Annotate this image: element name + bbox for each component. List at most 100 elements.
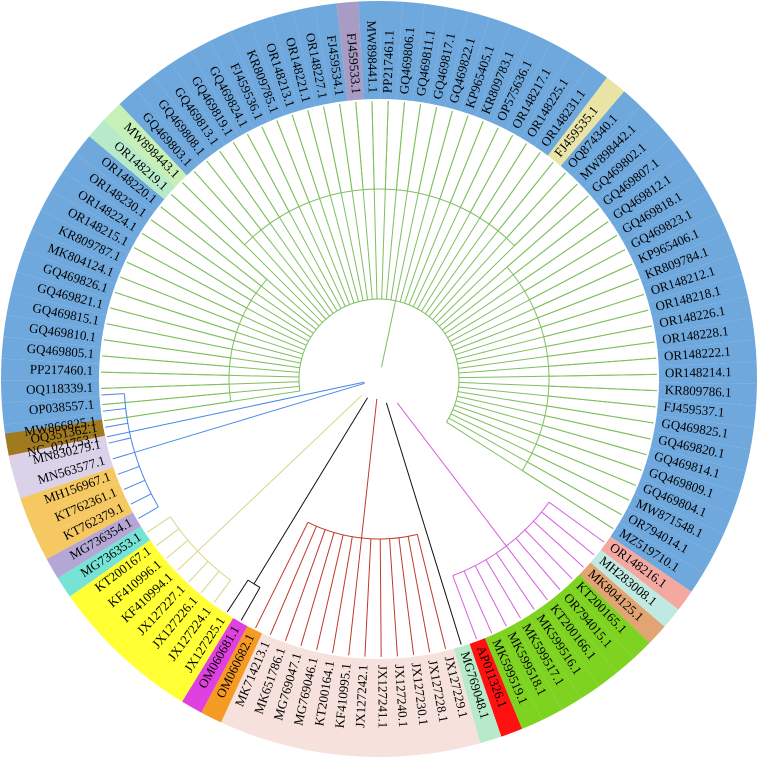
green-sub-branch: [512, 208, 599, 276]
green-sub-branch: [110, 307, 235, 342]
tip-label: OQ118339.1: [26, 380, 94, 397]
red-clade-branch: [300, 532, 335, 646]
khaki-clade-branch: [146, 516, 171, 533]
green-sub-branch: [141, 233, 252, 301]
tip-label: FJ459533.1: [344, 32, 364, 94]
clade-band: [572, 106, 657, 189]
clade-band: [1, 336, 101, 364]
clade-band: [579, 562, 665, 644]
green-sub-branch: [246, 133, 290, 212]
green-sub-branch: [193, 170, 254, 238]
red-clade-branch: [364, 538, 372, 657]
red-clade-branch: [416, 534, 447, 650]
khaki-clade-branch: [200, 570, 220, 593]
green-sub-branch: [101, 371, 230, 376]
clade-band: [221, 633, 278, 732]
green-sub-branch: [291, 114, 321, 199]
magenta-clade-branch: [515, 537, 561, 591]
clade-band: [31, 210, 129, 269]
clade-band: [520, 52, 590, 147]
clade-band: [590, 549, 679, 627]
green-sub-branch: [261, 126, 300, 207]
clade-band: [336, 1, 364, 101]
magenta-clade-branch: [541, 511, 595, 556]
green-sub-branch: [497, 161, 554, 232]
clade-band: [658, 382, 757, 406]
tip-label: KR809786.1: [664, 382, 731, 400]
khaki-clade-branch: [166, 539, 189, 559]
green-sub-branch: [417, 106, 438, 194]
clade-band: [16, 250, 116, 300]
green-sub-branch: [103, 339, 231, 359]
khaki-clade-stem: [197, 395, 362, 552]
clade-band: [469, 638, 523, 737]
clade-band: [283, 649, 325, 750]
clade-band: [534, 64, 608, 156]
green-sub-branch: [206, 160, 262, 231]
clade-band: [370, 658, 393, 757]
clade-band: [145, 599, 220, 690]
green-sub-branch: [395, 102, 405, 190]
clade-band: [46, 512, 141, 579]
green-clade-stem: [380, 300, 397, 368]
green-sub-branch: [126, 261, 244, 317]
green-sub-branch: [133, 247, 248, 309]
blue-clade-2-branch: [108, 437, 132, 444]
green-sub-branch: [219, 150, 271, 224]
clade-band: [584, 121, 671, 201]
clade-band: [499, 624, 562, 720]
green-sub-branch: [384, 101, 389, 190]
clade-band: [97, 565, 182, 648]
clade-band: [630, 212, 728, 271]
magenta-clade-branch: [524, 529, 573, 580]
red-clade-branch: [407, 536, 431, 653]
clade-band: [250, 16, 300, 116]
khaki-clade-branch: [188, 561, 209, 583]
clade-band: [610, 522, 704, 592]
clade-band: [453, 643, 502, 744]
green-sub-branch: [518, 221, 609, 284]
clade-band: [627, 493, 724, 554]
blue-clade-2-branch: [117, 465, 140, 475]
clade-band: [201, 626, 263, 723]
green-sub-branch: [506, 172, 566, 239]
clade-band: [429, 7, 469, 107]
clade-band: [506, 42, 571, 138]
clade-band: [445, 11, 490, 112]
clade-band: [619, 508, 715, 574]
green-sub-branch: [120, 276, 240, 325]
clade-band: [656, 398, 757, 428]
tip-label: OP038557.1: [28, 396, 94, 417]
green-sub-branch: [514, 183, 578, 247]
green-sub-branch: [469, 134, 514, 213]
green-sub-branch: [101, 355, 230, 368]
tip-label: GQ469805.1: [26, 341, 95, 362]
black-clade-stem: [385, 402, 448, 599]
green-sub-branch: [537, 278, 639, 319]
clade-band: [241, 639, 293, 739]
red-clade-branch: [389, 538, 398, 657]
clade-band: [326, 656, 357, 756]
clade-band: [23, 230, 122, 284]
clade-band: [1, 380, 100, 403]
blue-clade-2-branch: [112, 451, 135, 460]
clade-band: [646, 447, 746, 493]
clade-band: [528, 606, 600, 699]
clade-band: [314, 3, 348, 104]
clade-band: [595, 138, 685, 214]
green-sub-branch: [488, 152, 541, 225]
clade-band: [396, 1, 425, 102]
green-sub-branch: [548, 357, 657, 367]
red-clade-branch: [348, 537, 363, 656]
clade-band: [305, 653, 341, 754]
blue-clade-branch: [106, 431, 130, 438]
clade-band: [1, 396, 102, 425]
magenta-clade-branch: [505, 545, 548, 601]
clade-band: [171, 51, 240, 145]
green-sub-branch: [355, 101, 364, 190]
tip-label: GQ469806.1: [396, 26, 417, 95]
tip-label: OR148214.1: [665, 364, 732, 380]
magenta-clade-stem: [396, 402, 507, 547]
green-sub-branch: [339, 103, 353, 191]
